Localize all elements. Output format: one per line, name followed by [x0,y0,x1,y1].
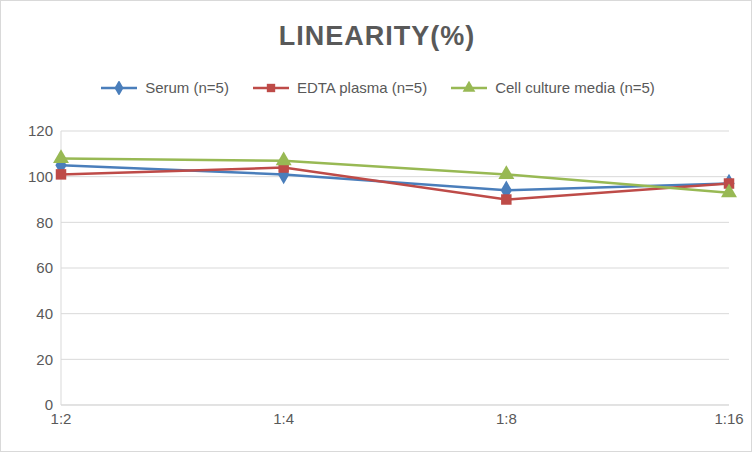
html-text:LINEARITY(%): LINEARITY(%) [278,21,476,51]
svg-text:1:16: 1:16 [714,410,743,427]
svg-text:1:4: 1:4 [273,410,294,427]
svg-text:100: 100 [28,168,53,185]
svg-text:20: 20 [36,351,53,368]
svg-text:1:2: 1:2 [51,410,72,427]
svg-text:120: 120 [28,122,53,139]
svg-text:40: 40 [36,305,53,322]
svg-text:1:8: 1:8 [496,410,517,427]
svg-text:80: 80 [36,214,53,231]
html-text:Cell culture media (n=5): Cell culture media (n=5) [495,79,655,96]
svg-text:60: 60 [36,259,53,276]
html-text:Serum (n=5): Serum (n=5) [145,79,229,96]
html-text:EDTA plasma (n=5): EDTA plasma (n=5) [297,79,428,96]
svg-text:0: 0 [45,396,53,413]
